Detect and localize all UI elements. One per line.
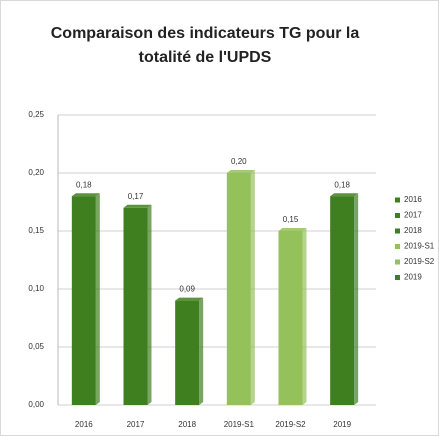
- y-tick-label: 0,10: [28, 284, 44, 293]
- bar-side: [147, 204, 152, 405]
- legend-swatch: [395, 197, 400, 203]
- bar: [278, 231, 303, 405]
- bar-top: [175, 297, 204, 301]
- bar-side: [354, 193, 359, 405]
- legend-label: 2016: [404, 195, 422, 204]
- bar: [71, 196, 96, 405]
- y-tick-label: 0,25: [28, 110, 44, 119]
- x-tick-label: 2017: [127, 420, 145, 429]
- bar-side: [302, 228, 307, 405]
- legend-label: 2019-S1: [404, 242, 435, 251]
- legend-swatch: [395, 213, 400, 218]
- legend-swatch: [395, 259, 400, 265]
- bar-top: [278, 228, 307, 231]
- data-label: 0,17: [128, 192, 144, 201]
- chart-title: Comparaison des indicateurs TG pour la t…: [50, 25, 360, 66]
- data-label: 0,15: [283, 215, 299, 224]
- legend-label: 2018: [404, 226, 422, 235]
- data-label: 0,20: [231, 157, 247, 166]
- bar: [175, 300, 200, 405]
- legend-swatch: [395, 275, 400, 280]
- x-tick-label: 2019: [333, 420, 351, 429]
- legend-label: 2017: [404, 211, 422, 220]
- bar: [123, 207, 148, 405]
- y-tick-label: 0,05: [28, 342, 44, 351]
- bar-side: [199, 297, 204, 405]
- y-tick-label: 0,20: [28, 168, 44, 177]
- bar-top: [330, 193, 359, 197]
- bar-top: [226, 170, 255, 173]
- x-tick-label: 2016: [75, 420, 93, 429]
- x-tick-label: 2019-S1: [224, 420, 255, 429]
- legend-label: 2019: [404, 273, 422, 282]
- data-label: 0,18: [76, 180, 92, 189]
- y-tick-label: 0,00: [28, 400, 44, 409]
- data-label: 0,09: [179, 285, 195, 294]
- y-tick-label: 0,15: [28, 226, 44, 235]
- legend-swatch: [395, 228, 400, 234]
- bar-side: [95, 193, 100, 405]
- bar: [226, 173, 251, 405]
- data-label: 0,18: [334, 180, 350, 189]
- legend-label: 2019-S2: [404, 257, 435, 266]
- bar-side: [250, 170, 255, 405]
- bar-top: [71, 193, 100, 197]
- x-tick-label: 2019-S2: [275, 420, 306, 429]
- legend-swatch: [395, 244, 400, 249]
- bar-top: [123, 204, 152, 208]
- x-tick-label: 2018: [178, 420, 196, 429]
- bar: [330, 196, 355, 405]
